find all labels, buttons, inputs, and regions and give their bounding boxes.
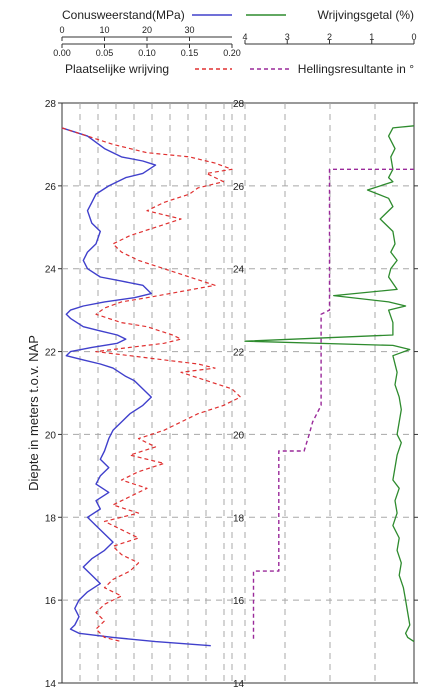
cone-series-line xyxy=(61,127,211,647)
ratio-tick-label: 0 xyxy=(411,32,416,42)
ratio-tick-label: 3 xyxy=(285,32,290,42)
friction-tick-label: 0.05 xyxy=(96,48,114,58)
y-axis: 14 14 16 16 18 18 20 20 22 22 24 24 26 26 28 28 Diepte i… xyxy=(26,99,418,687)
ratio-tick-label: 1 xyxy=(369,32,374,42)
top-axes: 0 10 20 300.00 0.05 0.10 0.15 0.204 3 2 1 0 xyxy=(53,25,416,58)
ratio-tick-label: 2 xyxy=(327,32,332,42)
y-tick-label-left: 28 xyxy=(45,99,57,110)
y-tick-label-center: 22 xyxy=(233,348,245,359)
y-tick-label-center: 24 xyxy=(233,265,245,276)
ratio-tick-label: 4 xyxy=(242,32,247,42)
legend-ratio-label: Wrijvingsgetal (%) xyxy=(318,8,414,22)
y-tick-label-left: 22 xyxy=(45,348,57,359)
friction-tick-label: 0.15 xyxy=(181,48,199,58)
y-tick-label-left: 26 xyxy=(45,182,57,193)
y-tick-label-center: 20 xyxy=(233,430,245,441)
y-tick-label-center: 14 xyxy=(233,679,245,687)
y-tick-label-left: 16 xyxy=(45,596,57,607)
friction-tick-label: 0.20 xyxy=(223,48,241,58)
y-tick-label-left: 18 xyxy=(45,513,57,524)
y-tick-label-center: 16 xyxy=(233,596,245,607)
right-panel xyxy=(244,125,415,643)
y-tick-label-center: 26 xyxy=(233,182,245,193)
cone-tick-label: 20 xyxy=(142,25,152,35)
friction-series-line xyxy=(61,127,242,643)
plot-frame xyxy=(61,102,415,684)
cone-tick-label: 10 xyxy=(99,25,109,35)
cone-tick-label: 30 xyxy=(184,25,194,35)
legend-incline-label: Hellingsresultante in ° xyxy=(298,62,414,76)
y-tick-label-center: 18 xyxy=(233,513,245,524)
legend-cone-label: Conusweerstand(MPa) xyxy=(62,8,185,22)
incline-series-line xyxy=(252,168,414,642)
legend: Conusweerstand(MPa) Wrijvingsgetal (%) Pla… xyxy=(62,8,414,76)
friction-tick-label: 0.10 xyxy=(138,48,156,58)
ratio-series-line xyxy=(244,125,415,643)
cone-tick-label: 0 xyxy=(59,25,64,35)
y-tick-label-left: 24 xyxy=(45,265,57,276)
y-tick-label-left: 20 xyxy=(45,430,57,441)
y-tick-label-left: 14 xyxy=(45,679,57,687)
friction-tick-label: 0.00 xyxy=(53,48,71,58)
y-axis-label: Diepte in meters t.o.v. NAP xyxy=(26,335,41,491)
legend-friction-label: Plaatselijke wrijving xyxy=(65,62,169,76)
y-tick-label-center: 28 xyxy=(233,99,245,110)
left-panel xyxy=(61,127,242,647)
